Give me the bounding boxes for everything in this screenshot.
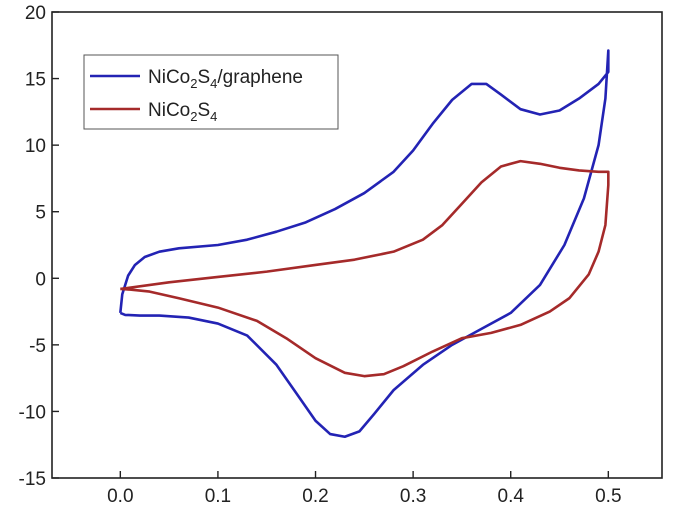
legend-label-1-base: NiCo — [148, 100, 190, 121]
x-tick-label: 0.2 — [302, 486, 328, 507]
x-tick-label: 0.3 — [400, 486, 426, 507]
y-tick-label: -5 — [29, 336, 46, 357]
legend-label-0-sub1: 2 — [190, 76, 197, 91]
x-tick-label: 0.0 — [107, 486, 133, 507]
x-tick-label: 0.4 — [498, 486, 525, 507]
legend-label-0-mid: S — [197, 67, 210, 88]
plot-frame — [51, 11, 663, 479]
legend-label-1: NiCo2S4 — [148, 100, 217, 124]
y-tick-label: 5 — [35, 203, 46, 224]
legend-label-1-sub1: 2 — [190, 109, 197, 124]
tick-layer: 0.0 0.1 0.2 0.3 0.4 0.5 -15 -10 -5 0 5 10 15 20 — [19, 3, 622, 507]
y-tick-label: 20 — [25, 3, 46, 24]
legend-label-0-base: NiCo — [148, 67, 190, 88]
x-tick-label: 0.1 — [205, 486, 231, 507]
legend-label-1-mid: S — [197, 100, 210, 121]
y-tick-label: 10 — [25, 136, 46, 157]
y-tick-label: 0 — [35, 269, 46, 290]
legend-label-0-suffix: /graphene — [217, 67, 303, 88]
legend-label-1-sub2: 4 — [210, 109, 217, 124]
series-line-1 — [120, 159, 610, 378]
y-tick-label: 15 — [25, 70, 46, 91]
legend-label-0: NiCo2S4/graphene — [148, 67, 303, 91]
legend-box — [83, 54, 339, 130]
y-tick-label: -15 — [19, 469, 46, 490]
y-tick-label: -10 — [19, 402, 46, 423]
legend-label-0-sub2: 4 — [210, 76, 217, 91]
series-line-0 — [119, 49, 610, 439]
series-layer — [119, 49, 610, 439]
x-tick-label: 0.5 — [595, 486, 621, 507]
